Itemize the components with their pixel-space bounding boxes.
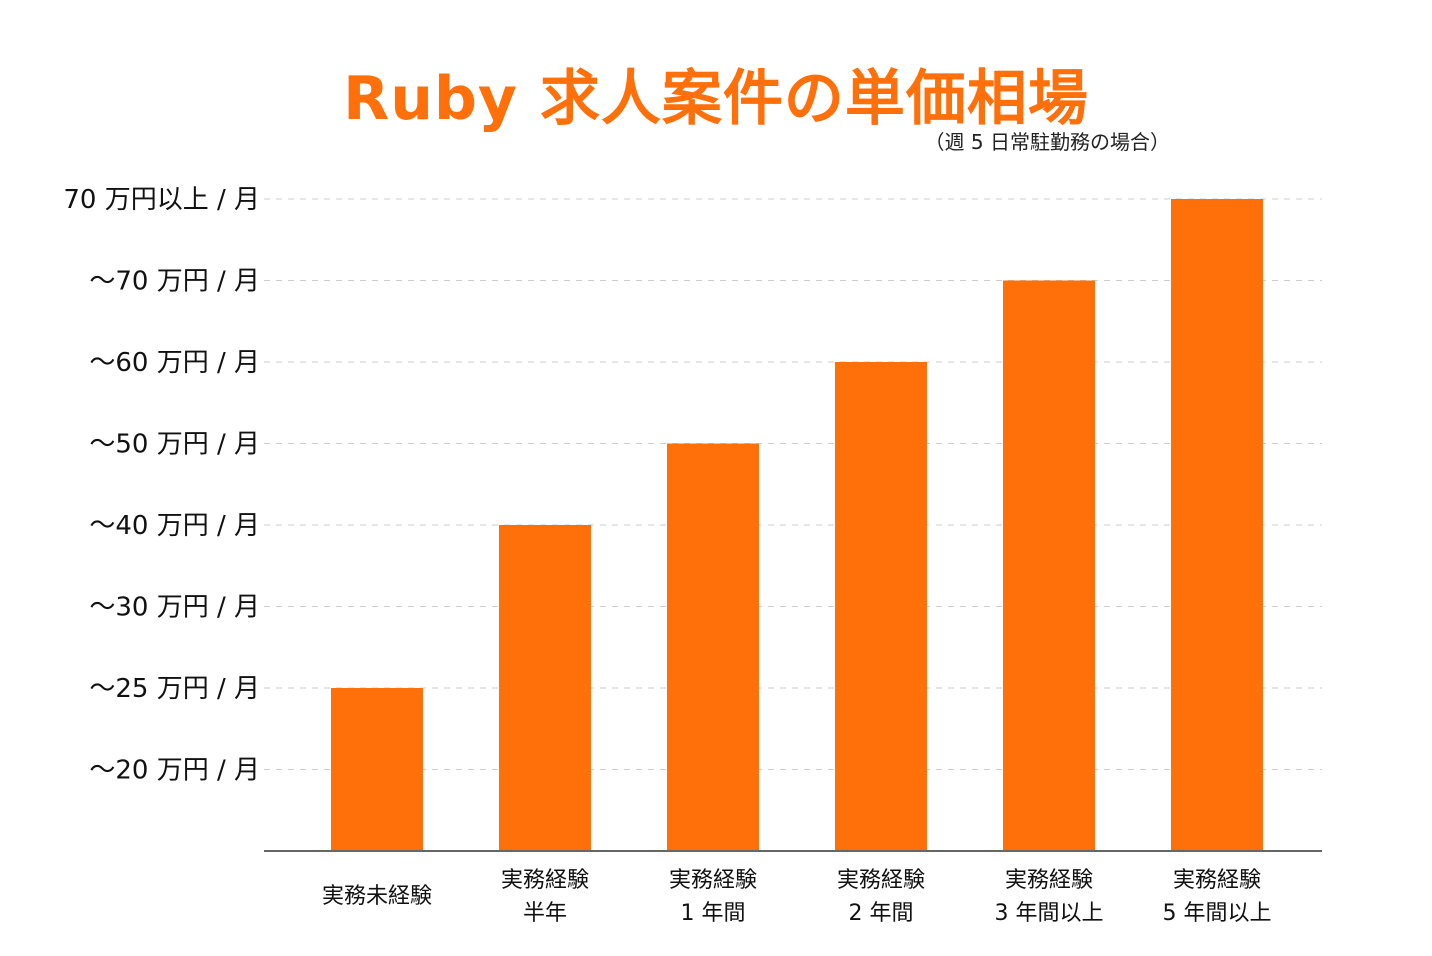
x-tick-label: 実務経験 [837,868,925,893]
x-tick-label: 1 年間 [681,901,746,926]
x-tick-label: 実務経験 [1005,868,1093,893]
y-tick-label: 〜50 万円 / 月 [89,430,260,460]
x-tick-label: 実務経験 [1173,868,1261,893]
bar [1171,199,1263,851]
chart-title: Ruby 求人案件の単価相場 [343,64,1089,134]
y-tick-label: 〜40 万円 / 月 [89,511,260,541]
y-tick-label: 〜30 万円 / 月 [89,593,260,623]
bar [499,525,591,851]
y-tick-label: 〜60 万円 / 月 [89,348,260,378]
bars [331,199,1263,851]
x-tick-label: 実務経験 [501,868,589,893]
x-tick-label: 2 年間 [849,901,914,926]
y-tick-label: 〜20 万円 / 月 [89,756,260,786]
bar [1003,280,1095,851]
x-tick-label: 5 年間以上 [1163,901,1272,926]
y-tick-label: 70 万円以上 / 月 [63,185,260,215]
x-tick-label: 半年 [523,901,567,926]
x-tick-label: 3 年間以上 [995,901,1104,926]
bar [667,443,759,851]
gridlines [264,198,1322,770]
y-axis-ticks: 〜20 万円 / 月〜25 万円 / 月〜30 万円 / 月〜40 万円 / 月… [63,185,260,786]
y-tick-label: 〜70 万円 / 月 [89,267,260,297]
y-tick-label: 〜25 万円 / 月 [89,674,260,704]
bar [331,688,423,851]
x-tick-label: 実務未経験 [322,884,432,909]
x-tick-label: 実務経験 [669,868,757,893]
chart-subtitle: （週 5 日常駐勤務の場合） [924,130,1170,154]
bar [835,362,927,851]
